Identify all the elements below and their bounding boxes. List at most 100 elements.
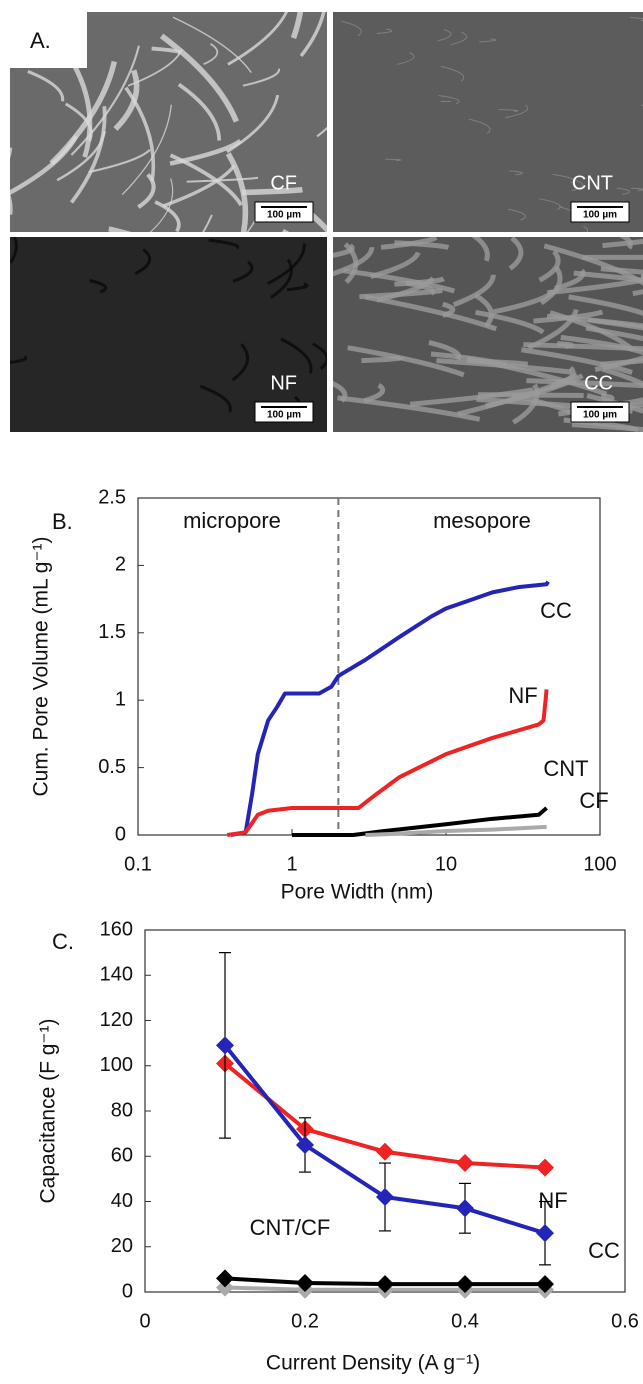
series-line	[230, 580, 550, 837]
marker	[216, 1269, 234, 1288]
texture-stroke	[359, 287, 443, 300]
marker	[376, 1142, 394, 1161]
x-tick-label: 1	[286, 853, 297, 875]
sem-image: CF 100 µm	[10, 12, 327, 232]
panel-label: B.	[52, 509, 73, 534]
texture	[10, 12, 327, 232]
y-tick-label: 140	[100, 964, 133, 986]
texture-stroke	[137, 173, 156, 209]
texture	[341, 17, 643, 232]
y-tick-label: 2.5	[98, 486, 126, 508]
texture	[10, 237, 327, 416]
texture-stroke	[560, 334, 643, 356]
texture-stroke	[437, 28, 452, 42]
texture-stroke	[594, 355, 643, 373]
texture-stroke	[631, 187, 643, 191]
x-tick-label: 100	[583, 853, 616, 875]
texture-stroke	[552, 173, 575, 184]
texture-stroke	[172, 16, 252, 73]
texture-stroke	[468, 118, 491, 134]
texture-stroke	[364, 294, 498, 332]
texture-stroke	[10, 355, 28, 365]
texture-stroke	[394, 276, 445, 287]
texture-stroke	[280, 337, 313, 374]
panel-label-box	[10, 12, 87, 68]
sem-image: CNT 100 µm	[333, 12, 643, 232]
texture-stroke	[602, 239, 643, 249]
y-tick-label: 20	[111, 1235, 133, 1257]
texture-stroke	[10, 147, 13, 159]
texture-stroke	[113, 69, 140, 131]
scale-bar-label: 100 µm	[267, 210, 301, 221]
x-tick-label: 10	[435, 853, 457, 875]
texture-stroke	[452, 274, 496, 308]
marker	[216, 1278, 234, 1297]
texture	[333, 237, 643, 432]
texture-stroke	[600, 358, 643, 367]
texture-stroke	[121, 104, 172, 196]
texture-stroke	[169, 138, 242, 166]
texture-stroke	[316, 126, 327, 138]
texture-stroke	[227, 12, 289, 66]
y-tick-label: 120	[100, 1009, 133, 1031]
texture-stroke	[557, 341, 575, 349]
texture-stroke	[505, 104, 529, 119]
marker	[536, 1275, 554, 1294]
series-label: NF	[538, 1188, 567, 1213]
image-label: CNT	[572, 172, 613, 194]
texture-stroke	[466, 356, 608, 397]
texture-stroke	[538, 249, 561, 283]
image-bg	[333, 12, 643, 232]
sem-image: NF 100 µm	[10, 237, 327, 432]
texture-stroke	[10, 237, 18, 264]
image-bg	[10, 237, 327, 432]
marker	[456, 1154, 474, 1173]
texture-stroke	[134, 248, 152, 275]
texture-stroke	[312, 342, 327, 370]
y-tick-label: 60	[111, 1145, 133, 1167]
y-axis-title: Cum. Pore Volume (mL g⁻¹)	[30, 536, 53, 796]
x-tick-label: 0.1	[124, 853, 152, 875]
panel-label: C.	[52, 929, 74, 954]
texture-stroke	[88, 148, 151, 174]
texture-stroke	[508, 208, 526, 221]
y-tick-label: 40	[111, 1190, 133, 1212]
marker	[296, 1273, 314, 1292]
texture-stroke	[479, 38, 497, 43]
texture-stroke	[533, 309, 604, 324]
texture-stroke	[523, 342, 643, 352]
texture-stroke	[159, 33, 239, 123]
y-tick-label: 160	[100, 918, 133, 940]
y-tick-label: 0	[122, 1280, 133, 1302]
y-tick-label: 1	[115, 688, 126, 710]
series-line	[292, 806, 548, 837]
texture-stroke	[151, 46, 181, 56]
texture-stroke	[333, 246, 375, 277]
plot-frame	[137, 497, 601, 836]
texture-stroke	[616, 187, 631, 195]
texture-stroke	[405, 280, 436, 296]
scale-bar-label: 100 µm	[267, 410, 301, 421]
texture-stroke	[474, 293, 494, 328]
texture-stroke	[56, 130, 106, 182]
sem-image: CC 100 µm	[333, 237, 643, 432]
y-tick-label: 80	[111, 1099, 133, 1121]
texture-stroke	[208, 238, 240, 250]
texture-stroke	[568, 294, 643, 316]
texture-stroke	[242, 68, 280, 87]
texture-stroke	[269, 258, 293, 299]
marker	[456, 1275, 474, 1294]
annotation: mesopore	[433, 508, 531, 533]
scale-bar-label: 100 µm	[583, 410, 617, 421]
texture-stroke	[499, 108, 519, 112]
texture-stroke	[70, 45, 140, 156]
texture-stroke	[199, 384, 232, 413]
texture-stroke	[370, 251, 421, 279]
texture-stroke	[286, 282, 309, 292]
texture-stroke	[441, 65, 465, 82]
texture-stroke	[543, 243, 643, 286]
series-line	[365, 824, 547, 837]
texture-stroke	[520, 347, 633, 375]
y-tick-label: 0.5	[98, 756, 126, 778]
texture-stroke	[450, 31, 468, 46]
